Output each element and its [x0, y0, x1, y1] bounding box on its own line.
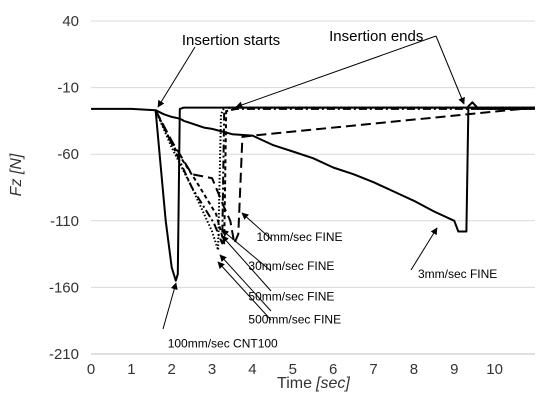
x-tick-label: 0	[87, 361, 95, 378]
series-line-5	[154, 107, 535, 245]
x-tick-label: 4	[248, 361, 256, 378]
series-line-3	[154, 106, 535, 245]
series-line-6	[154, 106, 536, 245]
x-axis-label-unit: [sec]	[315, 375, 350, 392]
y-tick-label: 40	[62, 13, 79, 30]
x-tick-label: 1	[127, 361, 135, 378]
annotation-label: Insertion ends	[329, 28, 423, 45]
x-tick-label: 9	[450, 361, 458, 378]
annotation-arrow	[221, 235, 272, 292]
annotation-arrow	[235, 35, 437, 109]
annotation-arrow	[157, 46, 196, 108]
x-tick-label: 2	[168, 361, 176, 378]
annotation-arrow	[217, 261, 272, 321]
series-line-1	[91, 101, 535, 233]
annotation-label: Insertion starts	[182, 32, 280, 49]
x-axis-label: Time	[277, 375, 312, 392]
annotation-label: 30mm/sec FINE	[248, 259, 334, 273]
y-tick-label: -160	[49, 279, 79, 296]
y-tick-label: -210	[49, 346, 79, 363]
x-tick-label: 3	[208, 361, 216, 378]
x-tick-label: 7	[369, 361, 377, 378]
series-line-2	[154, 106, 535, 282]
y-axis-label: Fz [N]	[8, 153, 25, 196]
y-tick-label: -10	[57, 80, 79, 97]
annotation-label: 100mm/sec CNT100	[168, 336, 278, 350]
annotation-label: 50mm/sec FINE	[248, 290, 334, 304]
annotation-label: 10mm/sec FINE	[256, 230, 342, 244]
annotation-arrow	[219, 254, 272, 312]
x-tick-label: 6	[329, 361, 337, 378]
annotation-arrow	[162, 282, 178, 330]
x-tick-label: 8	[410, 361, 418, 378]
annotation-arrow	[221, 229, 272, 272]
x-tick-label: 5	[289, 361, 297, 378]
y-tick-label: -60	[57, 146, 79, 163]
annotation-label: 500mm/sec FINE	[248, 312, 341, 326]
annotation-arrow	[435, 35, 465, 105]
y-tick-label: -110	[50, 213, 79, 230]
annotation-label: 3mm/sec FINE	[418, 267, 497, 281]
annotation-arrow	[410, 227, 438, 271]
annotation-arrow	[241, 212, 272, 240]
x-tick-label: 10	[486, 361, 503, 378]
